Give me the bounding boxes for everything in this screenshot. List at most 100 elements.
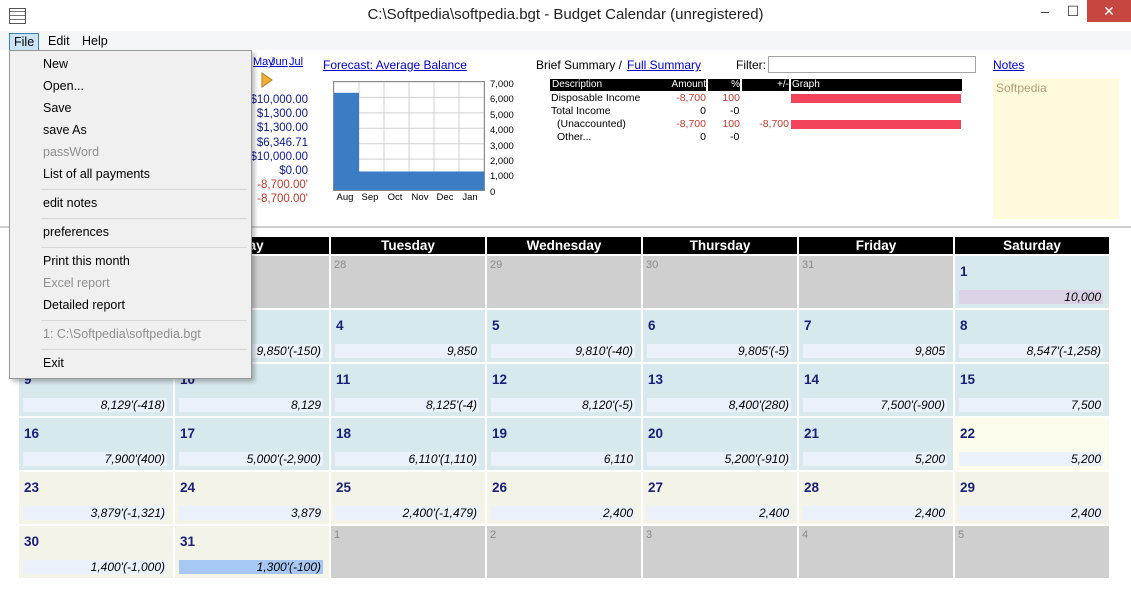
month-link-jul[interactable]: Jul <box>289 56 304 68</box>
chart-y-tick: 7,000 <box>490 79 514 90</box>
day-balance: 7,500 <box>959 398 1103 412</box>
day-number: 12 <box>492 372 508 387</box>
day-balance: 3,879'(-1,321) <box>23 506 167 520</box>
day-number: 29 <box>960 480 976 495</box>
menu-item-exit[interactable]: Exit <box>43 356 64 370</box>
calendar-day-cell[interactable]: 28 2,400 <box>799 472 953 524</box>
day-number: 2 <box>490 529 497 541</box>
calendar-day-cell[interactable]: 20 5,200'(-910) <box>643 418 797 470</box>
calendar-day-cell[interactable]: 7 9,805 <box>799 310 953 362</box>
day-header-friday: Friday <box>799 237 953 254</box>
day-header-wednesday: Wednesday <box>487 237 641 254</box>
menu-item-open[interactable]: Open... <box>43 79 84 93</box>
summary-description: (Unaccounted) <box>557 118 626 130</box>
day-balance: 1,300'(-100) <box>179 560 323 574</box>
menu-separator <box>41 218 247 219</box>
day-balance: 7,900'(400) <box>23 452 167 466</box>
day-number: 28 <box>334 259 347 271</box>
calendar-day-cell[interactable]: 28 <box>331 256 485 308</box>
summary-graph-bar <box>791 94 961 103</box>
calendar-day-cell[interactable]: 30 <box>643 256 797 308</box>
day-balance: 5,200 <box>803 452 947 466</box>
calendar-day-cell[interactable]: 5 9,810'(-40) <box>487 310 641 362</box>
menu-item-new[interactable]: New <box>43 57 69 71</box>
col-header-amount: Amount <box>658 79 706 91</box>
calendar-day-cell[interactable]: 24 3,879 <box>175 472 329 524</box>
calendar-day-cell[interactable]: 1 10,000 <box>955 256 1109 308</box>
calendar-day-cell[interactable]: 17 5,000'(-2,900) <box>175 418 329 470</box>
day-number: 1 <box>960 264 968 279</box>
calendar-day-cell[interactable]: 21 5,200 <box>799 418 953 470</box>
day-number: 3 <box>646 529 653 541</box>
summary-plusminus: -8,700 <box>759 118 789 130</box>
close-button[interactable]: ✕ <box>1087 0 1131 22</box>
full-summary-link[interactable]: Full Summary <box>627 58 702 72</box>
day-balance: 8,125'(-4) <box>335 398 479 412</box>
calendar-day-cell[interactable]: 14 7,500'(-900) <box>799 364 953 416</box>
menu-item-save-as[interactable]: save As <box>43 123 87 137</box>
month-link-may[interactable]: May <box>253 56 274 68</box>
calendar-day-cell[interactable]: 10 8,129 <box>175 364 329 416</box>
calendar-day-cell[interactable]: 2 <box>487 526 641 578</box>
menu-item-list-payments[interactable]: List of all payments <box>43 167 150 181</box>
day-balance: 2,400 <box>491 506 635 520</box>
calendar-day-cell[interactable]: 18 6,110'(1,110) <box>331 418 485 470</box>
calendar-day-cell[interactable]: 23 3,879'(-1,321) <box>19 472 173 524</box>
month-link-jun[interactable]: Jun <box>270 56 288 68</box>
forecast-link[interactable]: Forecast: Average Balance <box>323 58 467 72</box>
calendar-day-cell[interactable]: 4 9,850 <box>331 310 485 362</box>
calendar-day-cell[interactable]: 5 <box>955 526 1109 578</box>
day-balance: 6,110 <box>491 452 635 466</box>
calendar-day-cell[interactable]: 8 8,547'(-1,258) <box>955 310 1109 362</box>
col-header-graph: Graph <box>791 79 962 91</box>
day-number: 28 <box>804 480 820 495</box>
calendar-day-cell[interactable]: 31 <box>799 256 953 308</box>
calendar-day-cell[interactable]: 27 2,400 <box>643 472 797 524</box>
calendar-day-cell[interactable]: 29 2,400 <box>955 472 1109 524</box>
balance-value: $1,300.00 <box>256 122 308 135</box>
menu-edit[interactable]: Edit <box>48 34 70 48</box>
menu-item-recent-file[interactable]: 1: C:\Softpedia\softpedia.bgt <box>43 327 201 341</box>
notes-panel[interactable]: Softpedia <box>993 79 1119 219</box>
menu-file[interactable]: File <box>9 33 40 51</box>
calendar-day-cell[interactable]: 13 8,400'(280) <box>643 364 797 416</box>
calendar-day-cell[interactable]: 3 <box>643 526 797 578</box>
calendar-day-cell[interactable]: 4 <box>799 526 953 578</box>
calendar-day-cell[interactable]: 30 1,400'(-1,000) <box>19 526 173 578</box>
chart-y-tick: 0 <box>490 186 496 198</box>
notes-link[interactable]: Notes <box>993 58 1025 72</box>
menu-help[interactable]: Help <box>82 34 108 48</box>
chart-y-tick: 6,000 <box>490 94 514 106</box>
calendar-day-cell[interactable]: 29 <box>487 256 641 308</box>
calendar-day-cell[interactable]: 12 8,120'(-5) <box>487 364 641 416</box>
calendar-day-cell[interactable]: 25 2,400'(-1,479) <box>331 472 485 524</box>
calendar-day-cell[interactable]: 1 <box>331 526 485 578</box>
menu-item-preferences[interactable]: preferences <box>43 225 110 239</box>
calendar-day-cell[interactable]: 9 8,129'(-418) <box>19 364 173 416</box>
calendar-day-cell[interactable]: 26 2,400 <box>487 472 641 524</box>
menu-item-save[interactable]: Save <box>43 101 72 115</box>
minimize-button[interactable]: – <box>1041 3 1049 19</box>
menu-item-print-month[interactable]: Print this month <box>43 254 130 268</box>
day-number: 1 <box>334 529 341 541</box>
next-arrow-icon[interactable] <box>261 72 273 88</box>
calendar-day-cell[interactable]: 22 5,200 <box>955 418 1109 470</box>
app-calendar-icon <box>9 8 26 24</box>
menu-item-detailed-report[interactable]: Detailed report <box>43 298 125 312</box>
maximize-button[interactable]: ☐ <box>1066 3 1080 19</box>
calendar-day-cell[interactable]: 6 9,805'(-5) <box>643 310 797 362</box>
calendar-day-cell[interactable]: 19 6,110 <box>487 418 641 470</box>
day-balance: 3,879 <box>179 506 323 520</box>
calendar-day-cell[interactable]: 16 7,900'(400) <box>19 418 173 470</box>
menu-item-edit-notes[interactable]: edit notes <box>43 196 98 210</box>
day-number: 16 <box>24 426 40 441</box>
calendar-day-cell[interactable]: 11 8,125'(-4) <box>331 364 485 416</box>
day-number: 13 <box>648 372 664 387</box>
filter-input[interactable] <box>768 56 976 73</box>
day-number: 14 <box>804 372 820 387</box>
calendar-day-cell[interactable]: 31 1,300'(-100) <box>175 526 329 578</box>
day-balance: 8,129 <box>179 398 323 412</box>
col-header-description: Description <box>550 79 658 91</box>
calendar-day-cell[interactable]: 15 7,500 <box>955 364 1109 416</box>
day-number: 8 <box>960 318 968 333</box>
